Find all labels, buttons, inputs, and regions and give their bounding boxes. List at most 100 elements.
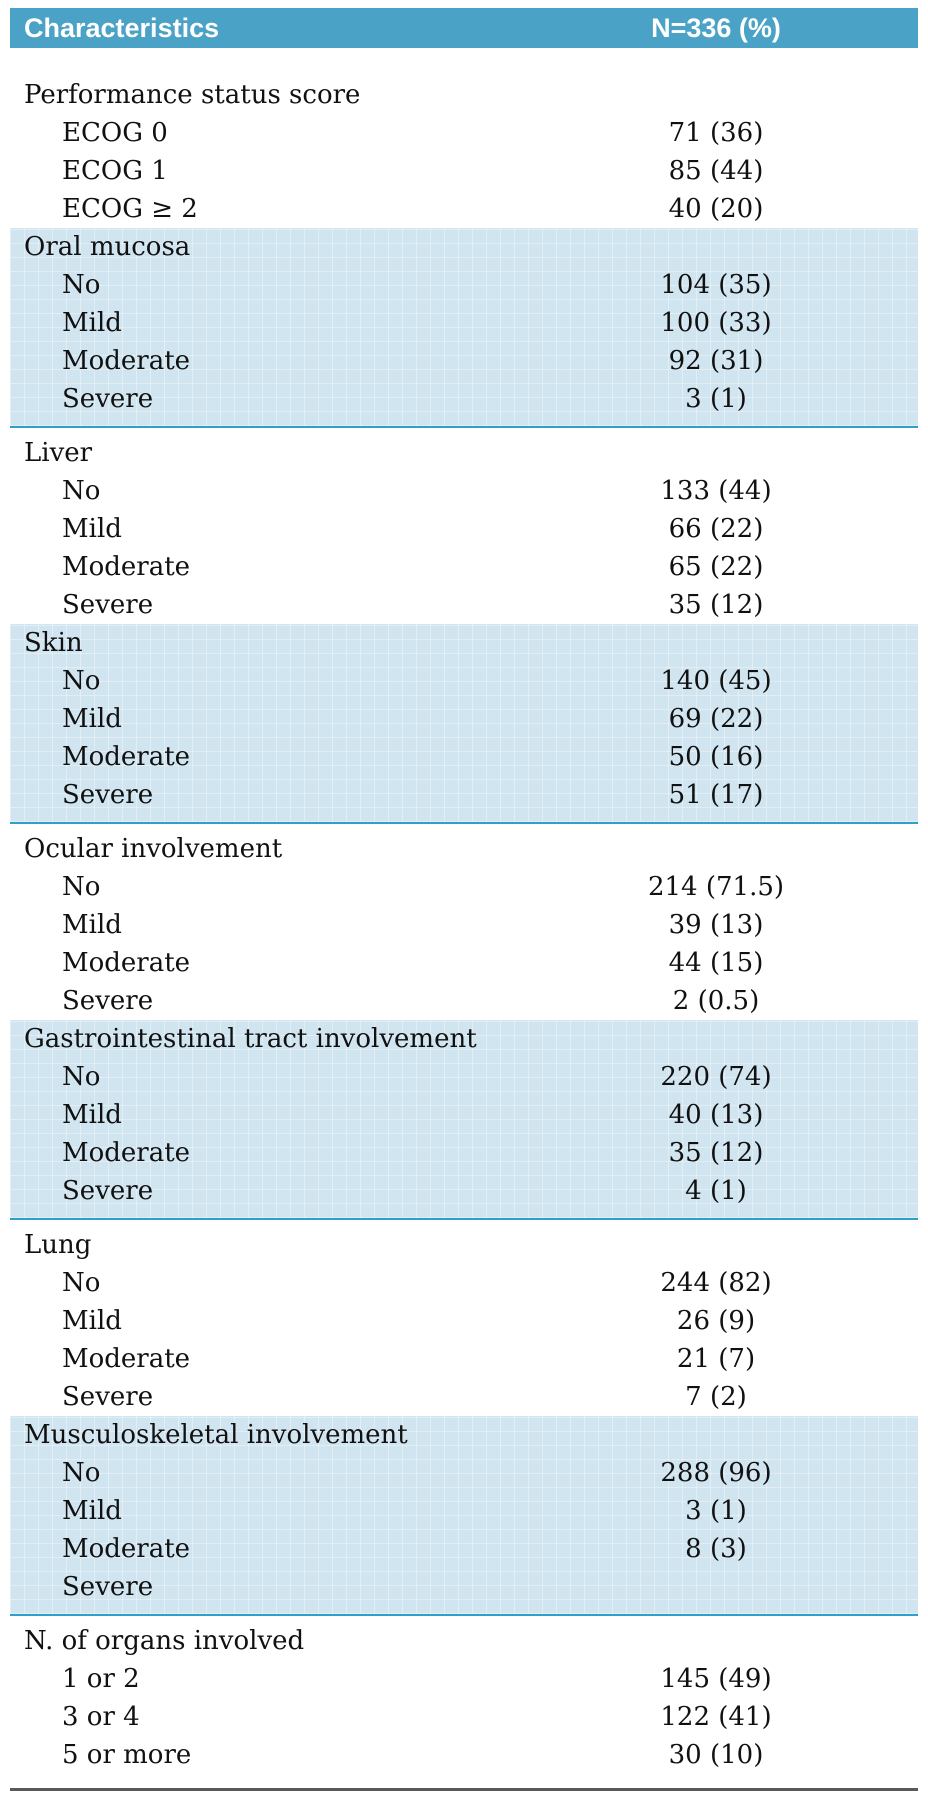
section-title: Ocular involvement (24, 834, 283, 864)
section-title: Skin (24, 628, 83, 658)
table-row: Mild 3 (1) (10, 1492, 918, 1530)
table-row: Mild 39 (13) (10, 906, 918, 944)
section-title: Gastrointestinal tract involvement (24, 1024, 477, 1054)
row-value: 66 (22) (668, 514, 764, 544)
section-title-row: Lung (10, 1226, 918, 1264)
section-title-row: Liver (10, 434, 918, 472)
table-section: Ocular involvement No 214 (71.5) Mild 39 (13… (10, 824, 918, 1020)
row-label: Moderate (62, 1534, 191, 1564)
table-section: N. of organs involved 1 or 2 145 (49) 3 or … (10, 1616, 918, 1774)
table-row: Moderate 92 (31) (10, 342, 918, 380)
row-value: 133 (44) (660, 476, 772, 506)
table-section: Musculoskeletal involvement No 288 (96) Mil… (10, 1416, 918, 1616)
row-label: No (62, 1062, 101, 1092)
row-label: ECOG 0 (62, 118, 168, 148)
table-section: Skin No 140 (45) Mild 69 (22) Moderate 50 (16)… (10, 624, 918, 824)
row-label: Mild (62, 1306, 122, 1336)
row-value: 4 (1) (685, 1176, 747, 1206)
table-row: Severe (10, 1568, 918, 1606)
row-value: 100 (33) (660, 308, 772, 338)
row-label: Severe (62, 780, 154, 810)
table-body: Performance status score ECOG 0 71 (36) ECO… (10, 70, 918, 1774)
row-label: Severe (62, 1176, 154, 1206)
table-row: Severe 7 (2) (10, 1378, 918, 1416)
row-value: 7 (2) (685, 1382, 747, 1412)
row-value: 288 (96) (660, 1458, 772, 1488)
row-value: 69 (22) (668, 704, 764, 734)
row-label: Moderate (62, 742, 191, 772)
table-row: ECOG ≥ 2 40 (20) (10, 190, 918, 228)
section-title-row: Gastrointestinal tract involvement (10, 1020, 918, 1058)
table-row: Severe 51 (17) (10, 776, 918, 814)
table-row: ECOG 1 85 (44) (10, 152, 918, 190)
row-value: 85 (44) (668, 156, 764, 186)
row-value: 71 (36) (668, 118, 764, 148)
row-value: 220 (74) (660, 1062, 772, 1092)
row-value: 145 (49) (660, 1664, 772, 1694)
section-title: N. of organs involved (24, 1626, 305, 1656)
section-title-row: Musculoskeletal involvement (10, 1416, 918, 1454)
row-label: Severe (62, 384, 154, 414)
row-value: 35 (12) (668, 1138, 764, 1168)
row-value: 214 (71.5) (647, 872, 785, 902)
section-title-row: N. of organs involved (10, 1622, 918, 1660)
row-label: Severe (62, 1572, 154, 1602)
row-label: Severe (62, 590, 154, 620)
row-label: No (62, 1268, 101, 1298)
row-label: No (62, 872, 101, 902)
section-title: Musculoskeletal involvement (24, 1420, 408, 1450)
row-value: 3 (1) (685, 1496, 747, 1526)
characteristics-table: Characteristics N=336 (%) Performance st… (10, 8, 918, 1791)
row-label: No (62, 270, 101, 300)
table-row: Moderate 35 (12) (10, 1134, 918, 1172)
table-row: Mild 26 (9) (10, 1302, 918, 1340)
row-value: 3 (1) (685, 384, 747, 414)
table-row: Moderate 44 (15) (10, 944, 918, 982)
table-row: No 244 (82) (10, 1264, 918, 1302)
section-title: Performance status score (24, 80, 361, 110)
row-label: Mild (62, 910, 122, 940)
table-section: Oral mucosa No 104 (35) Mild 100 (33) Moderat… (10, 228, 918, 428)
table-row: Severe 35 (12) (10, 586, 918, 624)
row-label: 5 or more (62, 1740, 192, 1770)
table-row: No 214 (71.5) (10, 868, 918, 906)
row-label: No (62, 666, 101, 696)
header-n-total: N=336 (%) (651, 12, 781, 43)
row-value: 40 (13) (668, 1100, 764, 1130)
row-label: No (62, 476, 101, 506)
row-value: 92 (31) (668, 346, 764, 376)
row-label: 3 or 4 (62, 1702, 140, 1732)
section-title-row: Ocular involvement (10, 830, 918, 868)
table-row: 3 or 4 122 (41) (10, 1698, 918, 1736)
row-value: 35 (12) (668, 590, 764, 620)
row-value: 140 (45) (660, 666, 772, 696)
section-title-row: Skin (10, 624, 918, 662)
table-row: Moderate 65 (22) (10, 548, 918, 586)
row-label: Mild (62, 1100, 122, 1130)
row-value: 2 (0.5) (672, 986, 760, 1016)
table-row: Severe 4 (1) (10, 1172, 918, 1210)
section-title: Lung (24, 1230, 92, 1260)
section-title-row: Performance status score (10, 76, 918, 114)
table-row: Severe 3 (1) (10, 380, 918, 418)
table-section: Lung No 244 (82) Mild 26 (9) Moderate 21 (7) Se… (10, 1220, 918, 1416)
table-bottom-rule (10, 1788, 918, 1791)
row-value: 40 (20) (668, 194, 764, 224)
row-value: 50 (16) (668, 742, 764, 772)
table-row: 5 or more 30 (10) (10, 1736, 918, 1774)
row-value: 44 (15) (668, 948, 764, 978)
row-label: Mild (62, 514, 122, 544)
table-row: ECOG 0 71 (36) (10, 114, 918, 152)
row-value: 8 (3) (685, 1534, 747, 1564)
row-value: 104 (35) (660, 270, 772, 300)
row-label: Mild (62, 308, 122, 338)
row-label: ECOG 1 (62, 156, 168, 186)
section-title-row: Oral mucosa (10, 228, 918, 266)
row-label: Moderate (62, 1344, 191, 1374)
table-row: Mild 100 (33) (10, 304, 918, 342)
row-value: 26 (9) (676, 1306, 756, 1336)
row-value: 122 (41) (660, 1702, 772, 1732)
row-value: 39 (13) (668, 910, 764, 940)
header-characteristics: Characteristics (24, 12, 220, 43)
table-row: No 220 (74) (10, 1058, 918, 1096)
